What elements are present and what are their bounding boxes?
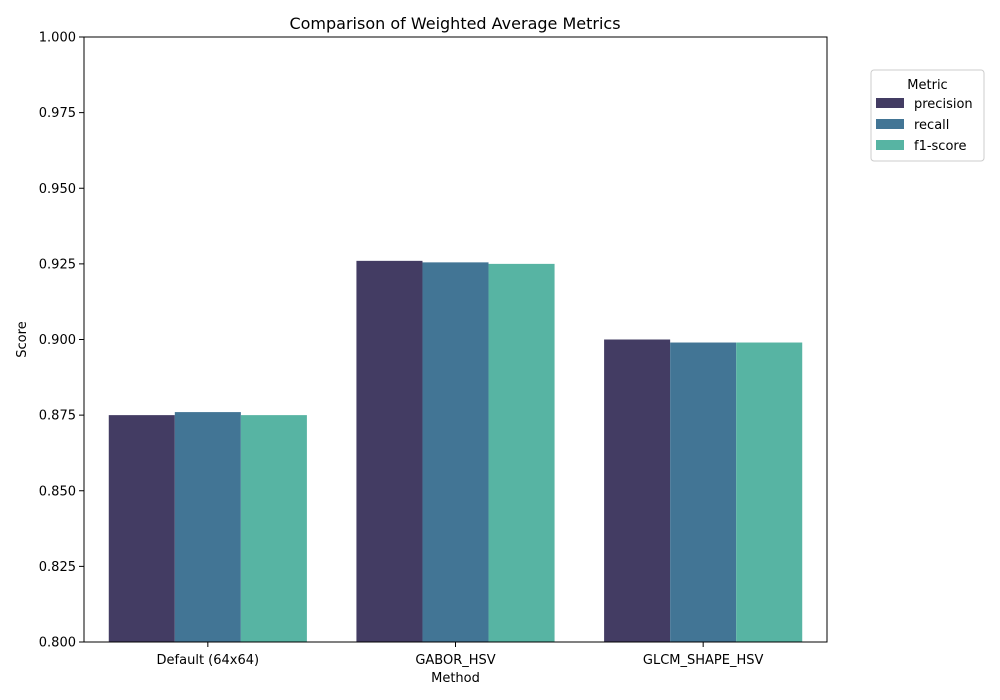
y-tick-label-8: 1.000 (39, 31, 76, 46)
bar-recall-1 (422, 262, 489, 642)
bar-precision-0 (108, 415, 175, 642)
legend-box (870, 69, 985, 162)
legend-title: Metric (907, 78, 947, 93)
legend-swatch-recall (876, 119, 904, 129)
legend-items: precision recall f1-score (876, 97, 973, 154)
bar-f1-score-1 (488, 263, 555, 642)
legend-swatch-precision (876, 98, 904, 108)
bar-recall-0 (174, 412, 241, 642)
legend: Metric precision recall f1-score (870, 69, 985, 162)
y-tick-label-0: 0.800 (39, 636, 76, 651)
y-tick-label-3: 0.875 (39, 409, 76, 424)
x-axis-title: Method (431, 671, 480, 686)
bar-precision-1 (356, 260, 423, 642)
bars-group (108, 260, 803, 642)
bar-recall-2 (670, 342, 737, 642)
x-tick-label-0: Default (64x64) (157, 653, 260, 668)
legend-label-f1-score: f1-score (914, 139, 966, 154)
y-tick-label-2: 0.850 (39, 484, 76, 499)
chart-title: Comparison of Weighted Average Metrics (289, 14, 620, 33)
x-tick-label-2: GLCM_SHAPE_HSV (643, 653, 764, 668)
y-tick-label-6: 0.950 (39, 182, 76, 197)
legend-label-precision: precision (914, 97, 973, 112)
bar-precision-2 (604, 339, 671, 642)
y-tick-label-5: 0.925 (39, 257, 76, 272)
y-tick-label-7: 0.975 (39, 106, 76, 121)
legend-label-recall: recall (914, 118, 949, 133)
y-tick-label-1: 0.825 (39, 560, 76, 575)
y-axis: 0.800 0.825 0.850 0.875 0.900 0.925 0.950 0.975… (39, 31, 84, 651)
legend-swatch-f1-score (876, 140, 904, 150)
y-tick-label-4: 0.900 (39, 333, 76, 348)
y-axis-title: Score (15, 321, 30, 357)
x-axis: Default (64x64) GABOR_HSV GLCM_SHAPE_HSV (157, 642, 764, 668)
bar-f1-score-2 (736, 342, 803, 642)
x-tick-label-1: GABOR_HSV (415, 653, 495, 668)
bar-f1-score-0 (240, 415, 307, 642)
